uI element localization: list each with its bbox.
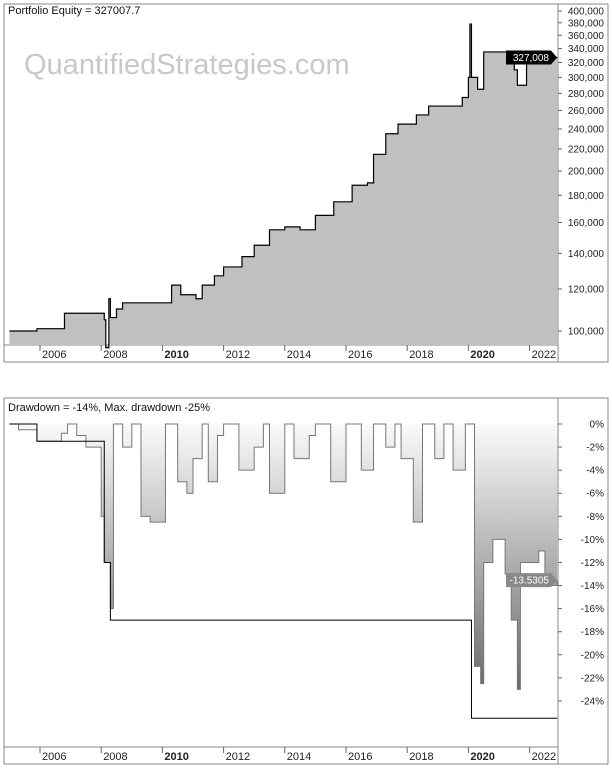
equity-y-tick-label: 360,000 bbox=[568, 31, 605, 42]
equity-y-tick-label: 200,000 bbox=[568, 167, 605, 178]
equity-x-tick-label: 2006 bbox=[42, 349, 66, 361]
drawdown-title: Drawdown = -14%, Max. drawdown -25% bbox=[8, 402, 211, 415]
drawdown-y-tick-label: -14% bbox=[581, 581, 604, 592]
drawdown-last-value-badge bbox=[506, 573, 557, 588]
equity-y-tick-label: 400,000 bbox=[568, 7, 605, 18]
drawdown-last-value-label: -13.5305 bbox=[510, 576, 550, 587]
watermark: QuantifiedStrategies.com bbox=[24, 49, 350, 81]
drawdown-y-tick-label: -4% bbox=[586, 466, 604, 477]
equity-y-tick-label: 260,000 bbox=[568, 106, 605, 117]
equity-area bbox=[9, 24, 558, 348]
drawdown-x-tick-label: 2022 bbox=[532, 751, 556, 763]
equity-y-tick-label: 120,000 bbox=[568, 284, 605, 295]
equity-y-tick-label: 220,000 bbox=[568, 144, 605, 155]
max-drawdown-line bbox=[9, 423, 558, 719]
equity-x-tick-label: 2010 bbox=[164, 349, 188, 361]
drawdown-x-tick-label: 2014 bbox=[287, 751, 311, 763]
equity-x-tick-label: 2018 bbox=[409, 349, 433, 361]
equity-last-value-badge bbox=[506, 50, 557, 65]
drawdown-y-tick-label: 0% bbox=[590, 420, 605, 431]
equity-y-tick-label: 180,000 bbox=[568, 191, 605, 202]
equity-line bbox=[9, 23, 558, 349]
drawdown-x-tick-label: 2008 bbox=[103, 751, 127, 763]
equity-last-value-label: 327,008 bbox=[513, 53, 550, 64]
drawdown-x-tick-label: 2018 bbox=[409, 751, 433, 763]
equity-x-tick-label: 2012 bbox=[226, 349, 250, 361]
drawdown-x-tick-label: 2006 bbox=[42, 751, 66, 763]
drawdown-y-tick-label: -24% bbox=[581, 696, 604, 707]
drawdown-y-tick-label: -8% bbox=[586, 512, 604, 523]
drawdown-y-tick-label: -6% bbox=[586, 489, 604, 500]
drawdown-y-tick-label: -2% bbox=[586, 443, 604, 454]
drawdown-x-tick-label: 2012 bbox=[226, 751, 250, 763]
equity-x-tick-label: 2020 bbox=[470, 349, 494, 361]
drawdown-y-tick-label: -12% bbox=[581, 558, 604, 569]
drawdown-y-tick-label: -10% bbox=[581, 535, 604, 546]
drawdown-y-tick-label: -22% bbox=[581, 673, 604, 684]
equity-y-tick-label: 240,000 bbox=[568, 124, 605, 135]
equity-y-tick-label: 160,000 bbox=[568, 218, 605, 229]
equity-y-tick-label: 140,000 bbox=[568, 249, 605, 260]
drawdown-area bbox=[9, 424, 558, 690]
equity-y-tick-label: 340,000 bbox=[568, 44, 605, 55]
equity-x-tick-label: 2022 bbox=[532, 349, 556, 361]
equity-y-tick-label: 280,000 bbox=[568, 89, 605, 100]
equity-y-tick-label: 380,000 bbox=[568, 18, 605, 29]
equity-x-tick-label: 2016 bbox=[348, 349, 372, 361]
equity-title: Portfolio Equity = 327007.7 bbox=[8, 5, 141, 18]
drawdown-x-tick-label: 2010 bbox=[164, 751, 188, 763]
drawdown-line bbox=[9, 423, 558, 690]
equity-y-tick-label: 320,000 bbox=[568, 58, 605, 69]
drawdown-x-tick-label: 2016 bbox=[348, 751, 372, 763]
drawdown-y-tick-label: -18% bbox=[581, 627, 604, 638]
equity-y-tick-label: 100,000 bbox=[568, 327, 605, 338]
drawdown-y-tick-label: -16% bbox=[581, 604, 604, 615]
drawdown-y-tick-label: -20% bbox=[581, 650, 604, 661]
equity-x-tick-label: 2008 bbox=[103, 349, 127, 361]
equity-frame bbox=[3, 3, 609, 363]
equity-x-tick-label: 2014 bbox=[287, 349, 311, 361]
equity-y-tick-label: 300,000 bbox=[568, 73, 605, 84]
drawdown-x-tick-label: 2020 bbox=[470, 751, 494, 763]
drawdown-frame bbox=[3, 397, 609, 765]
